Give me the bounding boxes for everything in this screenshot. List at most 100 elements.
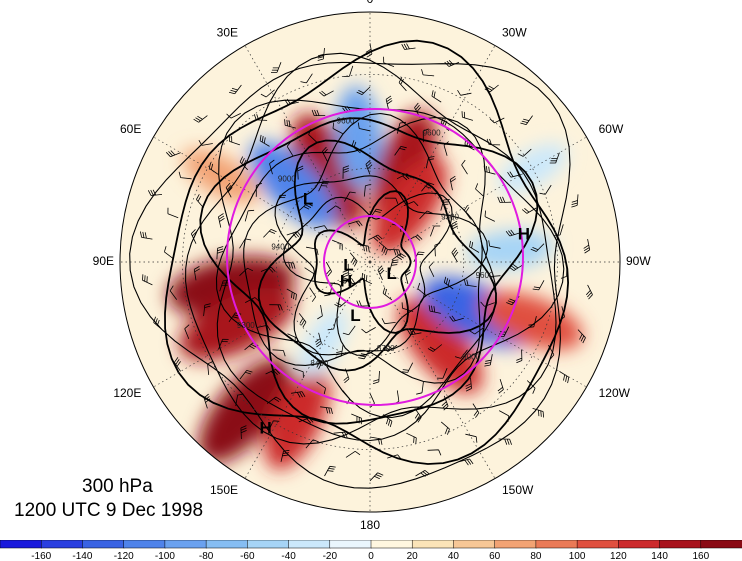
wind-barb bbox=[284, 119, 296, 129]
longitude-label: 60E bbox=[120, 122, 141, 136]
wind-barb bbox=[372, 370, 380, 385]
meridian-line bbox=[369, 261, 496, 479]
colorbar-tick-label: 80 bbox=[530, 551, 542, 561]
wind-barb bbox=[554, 224, 564, 236]
wind-barb bbox=[193, 115, 208, 123]
colorbar-swatch bbox=[370, 540, 413, 549]
wind-barb bbox=[464, 138, 475, 151]
wind-barb bbox=[306, 246, 319, 256]
anomaly-blob bbox=[466, 230, 554, 270]
wind-barb bbox=[219, 280, 230, 292]
wind-barb bbox=[255, 182, 263, 197]
colorbar: -160 -140 -120 -100 -80 -60 -40 -20 0 20 40 60 80 100… bbox=[0, 540, 742, 561]
wind-barb bbox=[345, 450, 361, 458]
wind-barb bbox=[457, 89, 472, 96]
colorbar-tick-label: 40 bbox=[448, 551, 460, 561]
wind-barb bbox=[365, 43, 373, 58]
wind-barb bbox=[193, 266, 200, 281]
wind-barb bbox=[166, 150, 181, 158]
wind-barb bbox=[454, 349, 468, 359]
colorbar-swatch bbox=[535, 540, 578, 549]
wind-barb bbox=[196, 194, 204, 209]
wind-barb bbox=[497, 196, 512, 203]
wind-barb bbox=[461, 111, 474, 121]
wind-barb bbox=[339, 274, 353, 284]
wind-barb bbox=[320, 406, 333, 414]
colorbar-swatch bbox=[205, 540, 249, 549]
wind-barb bbox=[414, 408, 422, 423]
wind-barb bbox=[488, 240, 501, 249]
wind-barb bbox=[384, 197, 399, 204]
colorbar-tick-label: 100 bbox=[569, 551, 586, 561]
wind-barb bbox=[401, 362, 414, 373]
contour-label: 9400 bbox=[271, 242, 289, 251]
longitude-label: 120E bbox=[113, 386, 141, 400]
wind-barb bbox=[315, 332, 322, 348]
colorbar-tick-label: -20 bbox=[323, 551, 338, 561]
meridian-line bbox=[153, 261, 371, 388]
colorbar-tick-label: -120 bbox=[114, 551, 134, 561]
wind-barb bbox=[316, 381, 326, 395]
colorbar-swatch bbox=[164, 540, 207, 549]
wind-barb bbox=[190, 229, 197, 244]
wind-barb bbox=[167, 207, 179, 219]
wind-barb bbox=[458, 458, 474, 466]
wind-barb bbox=[342, 325, 356, 336]
colorbar-swatch bbox=[618, 540, 661, 549]
wind-barb bbox=[383, 414, 393, 428]
wind-barb bbox=[343, 368, 350, 384]
wind-barb bbox=[342, 165, 350, 179]
contour-label: 9600 bbox=[476, 271, 494, 280]
wind-barb bbox=[516, 349, 523, 364]
meridian-line bbox=[369, 261, 587, 388]
wind-barb bbox=[398, 77, 407, 92]
height-contour bbox=[185, 52, 557, 445]
wind-barb bbox=[357, 243, 370, 253]
wind-barb bbox=[286, 141, 294, 157]
wind-barb bbox=[244, 209, 255, 222]
wind-barb bbox=[332, 122, 343, 134]
wind-barb bbox=[324, 465, 336, 477]
longitude-label: 90W bbox=[626, 254, 651, 268]
wind-barb bbox=[269, 304, 283, 311]
wind-barb bbox=[308, 128, 317, 143]
wind-barb bbox=[361, 272, 373, 285]
wind-barb bbox=[319, 90, 334, 97]
anomaly-blob bbox=[497, 143, 568, 193]
anomaly-blob bbox=[179, 287, 295, 361]
wind-barb bbox=[586, 284, 593, 300]
wind-barb bbox=[427, 449, 442, 456]
wind-barb bbox=[263, 229, 277, 238]
wind-barb bbox=[271, 62, 282, 73]
wind-barb bbox=[275, 194, 286, 206]
wind-barb bbox=[333, 431, 348, 438]
anomaly-blob bbox=[198, 357, 293, 464]
wind-barb bbox=[521, 207, 537, 214]
wind-barb bbox=[147, 189, 163, 196]
colorbar-swatch bbox=[411, 540, 455, 549]
wind-barb bbox=[377, 265, 385, 281]
wind-barb bbox=[443, 141, 449, 156]
wind-barb bbox=[444, 60, 460, 67]
wind-barb bbox=[357, 122, 371, 132]
wind-barb bbox=[484, 84, 499, 93]
wind-barb bbox=[527, 316, 537, 328]
wind-barb bbox=[532, 280, 545, 291]
wind-barb bbox=[344, 191, 356, 202]
wind-barb bbox=[305, 439, 319, 449]
magenta-circle bbox=[323, 215, 417, 309]
wind-barb bbox=[391, 253, 406, 261]
wind-barb bbox=[284, 98, 299, 105]
wind-barb bbox=[507, 171, 522, 178]
wind-barb bbox=[548, 344, 555, 360]
wind-barb bbox=[253, 114, 268, 121]
wind-barb bbox=[401, 302, 414, 312]
wind-barb bbox=[465, 377, 472, 392]
magenta-circle bbox=[226, 108, 524, 406]
wind-barb bbox=[414, 102, 422, 118]
wind-barb bbox=[422, 128, 429, 143]
wind-barb bbox=[140, 231, 153, 240]
longitude-label: 0 bbox=[367, 0, 374, 6]
wind-barb bbox=[245, 297, 260, 303]
wind-barb bbox=[298, 313, 307, 328]
